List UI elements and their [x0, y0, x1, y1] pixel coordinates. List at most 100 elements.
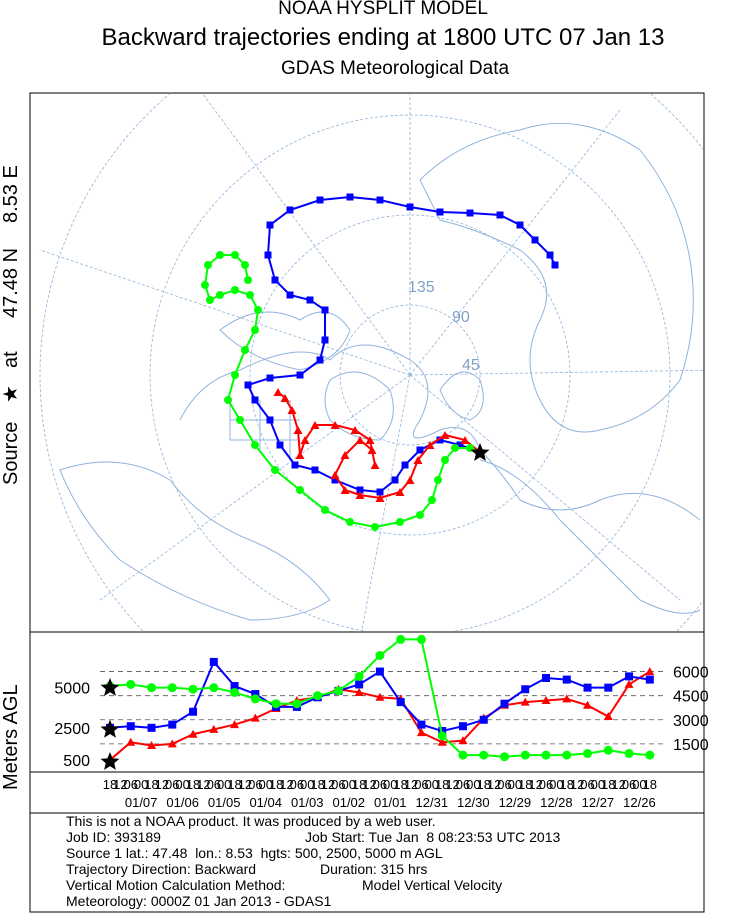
x-tick-label: 06	[165, 777, 179, 792]
x-tick-label: 00	[217, 777, 231, 792]
point	[188, 729, 198, 738]
x-tick-label: 18	[227, 777, 241, 792]
info-line: Duration: 315 hrs	[320, 861, 427, 877]
point	[437, 737, 447, 746]
point	[541, 695, 551, 704]
x-tick-label: 00	[632, 777, 646, 792]
x-tick-label: 18	[269, 777, 283, 792]
x-tick-label: 18	[186, 777, 200, 792]
x-tick-label: 18	[476, 777, 490, 792]
point	[458, 750, 468, 760]
point	[562, 675, 571, 684]
data-source: GDAS Meteorological Data	[281, 58, 510, 79]
map: 135 90 45	[39, 94, 703, 631]
point	[624, 749, 634, 759]
title: NOAA HYSPLIT MODEL	[278, 0, 488, 19]
x-tick-label: 06	[414, 777, 428, 792]
point	[583, 749, 593, 759]
point	[354, 671, 364, 681]
point	[167, 739, 177, 748]
x-date-label: 12/31	[416, 795, 449, 810]
point	[458, 736, 468, 745]
source-star-marker	[100, 719, 120, 738]
info: This is not a NOAA product. It was produ…	[66, 813, 560, 909]
info-line: Source 1 lat.: 47.48 lon.: 8.53 hgts: 50…	[66, 845, 443, 861]
x-date-label: 01/02	[332, 795, 365, 810]
source-word: Source	[0, 422, 22, 485]
point	[624, 679, 634, 688]
x-tick-label: 06	[290, 777, 304, 792]
info-frame	[29, 812, 705, 913]
point	[147, 683, 157, 693]
x-tick-label: 18	[560, 777, 574, 792]
x-date-label: 12/26	[623, 795, 656, 810]
x-tick-label: 12	[362, 777, 376, 792]
source-star-marker	[470, 443, 490, 461]
x-tick-label: 00	[175, 777, 189, 792]
point	[375, 667, 384, 676]
point	[230, 720, 240, 729]
point	[479, 750, 489, 760]
point	[209, 724, 219, 733]
source-lon: 8.53 E	[0, 165, 22, 223]
point	[625, 672, 634, 681]
point	[230, 687, 240, 697]
info-line: Job ID: 393189	[66, 829, 161, 845]
info-line: Model Vertical Velocity	[362, 877, 502, 893]
point	[126, 679, 136, 689]
x-tick-label: 00	[342, 777, 356, 792]
x-tick-label: 00	[425, 777, 439, 792]
x-tick-label: 12	[445, 777, 459, 792]
x-tick-label: 06	[124, 777, 138, 792]
point	[479, 715, 488, 724]
point	[416, 634, 426, 644]
y2-tick-label: 1500	[673, 737, 709, 754]
point	[292, 699, 302, 709]
x-tick-label: 12	[404, 777, 418, 792]
x-tick-label: 18	[643, 777, 657, 792]
point	[313, 691, 323, 701]
point	[458, 722, 467, 731]
x-tick-label: 00	[134, 777, 148, 792]
x-tick-label: 12	[155, 777, 169, 792]
x-tick-label: 00	[258, 777, 272, 792]
x-tick-label: 06	[456, 777, 470, 792]
x-date-label: 12/28	[540, 795, 573, 810]
x-tick-label: 12	[113, 777, 127, 792]
map-longitude-label: 135	[408, 279, 435, 296]
point	[603, 745, 613, 755]
point	[416, 728, 426, 737]
point	[499, 752, 509, 762]
y-axis-label: Meters AGL	[0, 684, 22, 790]
x-tick-label: 12	[570, 777, 584, 792]
x-tick-label: 00	[300, 777, 314, 792]
source-lat: 47.48 N	[0, 248, 22, 318]
x-tick-label: 00	[383, 777, 397, 792]
point	[500, 699, 509, 708]
x-date-label: 12/29	[499, 795, 532, 810]
x-tick-label: 18	[144, 777, 158, 792]
x-tick-label: 00	[591, 777, 605, 792]
info-line: Vertical Motion Calculation Method:	[66, 877, 285, 893]
x-tick-label: 18	[310, 777, 324, 792]
point	[562, 694, 572, 703]
x-tick-label: 18	[435, 777, 449, 792]
x-tick-label: 06	[331, 777, 345, 792]
source-at: at	[0, 351, 22, 368]
x-date-label: 12/27	[582, 795, 615, 810]
source-star-marker	[100, 678, 120, 696]
x-date-label: 01/07	[125, 795, 158, 810]
y-axis-label-group: Meters AGL	[0, 684, 22, 790]
source-star: ★	[0, 385, 22, 403]
point	[645, 675, 654, 684]
point	[645, 750, 655, 760]
point	[354, 687, 364, 696]
x-tick-label: 18	[518, 777, 532, 792]
y2-tick-label: 4500	[673, 689, 709, 706]
x-tick-label: 12	[321, 777, 335, 792]
series-line	[109, 670, 651, 761]
x-tick-label: 12	[238, 777, 252, 792]
x-tick-label: 06	[622, 777, 636, 792]
point	[562, 750, 572, 760]
